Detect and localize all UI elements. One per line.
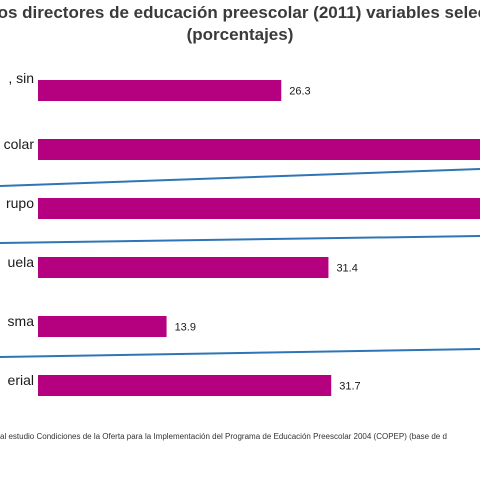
data-label-4: 13.9 bbox=[175, 322, 196, 334]
separator-line-1 bbox=[0, 235, 480, 244]
category-label-5: erial bbox=[8, 372, 34, 388]
bar-0 bbox=[38, 80, 282, 101]
separator-line-0 bbox=[0, 168, 480, 187]
bar-4 bbox=[38, 316, 167, 337]
category-label-3: uela bbox=[8, 254, 35, 270]
data-label-5: 31.7 bbox=[339, 381, 360, 393]
chart-title: los directores de educación preescolar (… bbox=[0, 2, 480, 46]
source-note: al estudio Condiciones de la Oferta para… bbox=[0, 432, 447, 441]
bar-chart: , sin 26.3 colar rupo uela 31.4 sma 13.9 erial 31… bbox=[0, 70, 480, 396]
category-label-0: , sin bbox=[8, 70, 34, 86]
bar-5 bbox=[38, 375, 332, 396]
data-label-0: 26.3 bbox=[289, 86, 310, 98]
bar-2 bbox=[38, 198, 480, 219]
chart-title-line2: (porcentajes) bbox=[186, 25, 294, 44]
category-label-4: sma bbox=[8, 313, 35, 329]
data-label-3: 31.4 bbox=[336, 263, 357, 275]
bar-1 bbox=[38, 139, 480, 160]
chart-title-line1: los directores de educación preescolar (… bbox=[0, 3, 480, 22]
bar-3 bbox=[38, 257, 329, 278]
category-label-2: rupo bbox=[6, 195, 34, 211]
category-label-1: colar bbox=[4, 136, 35, 152]
separator-line-2 bbox=[0, 348, 480, 358]
